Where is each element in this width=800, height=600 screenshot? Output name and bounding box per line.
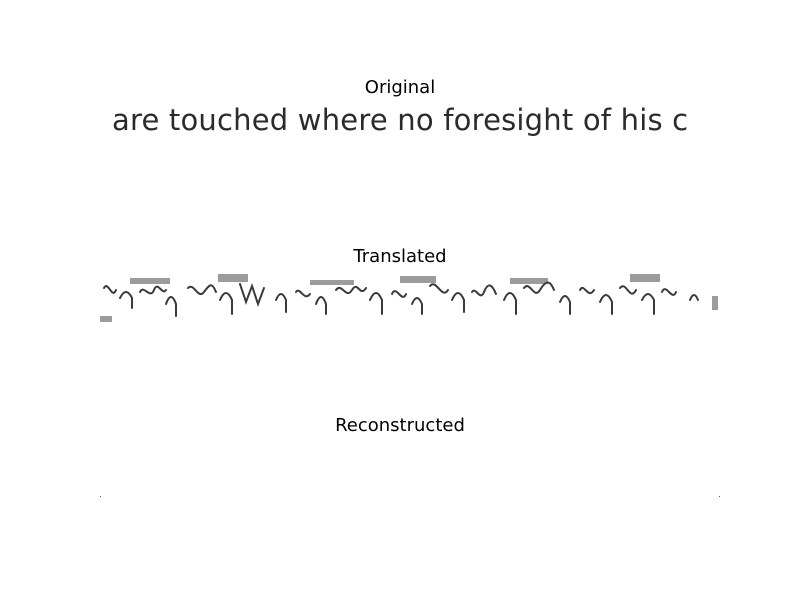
translated-image	[100, 270, 720, 330]
original-title: Original	[364, 77, 436, 98]
reconstructed-left-dot	[100, 496, 101, 497]
reconstructed-image	[100, 440, 720, 500]
translated-glyph-noise	[100, 274, 718, 322]
reconstructed-right-dot	[719, 496, 720, 497]
translated-title: Translated	[353, 246, 447, 267]
original-image: are touched where no foresight of his c	[100, 100, 720, 144]
original-text-line: are touched where no foresight of his c	[112, 103, 689, 137]
reconstructed-title: Reconstructed	[335, 415, 465, 436]
